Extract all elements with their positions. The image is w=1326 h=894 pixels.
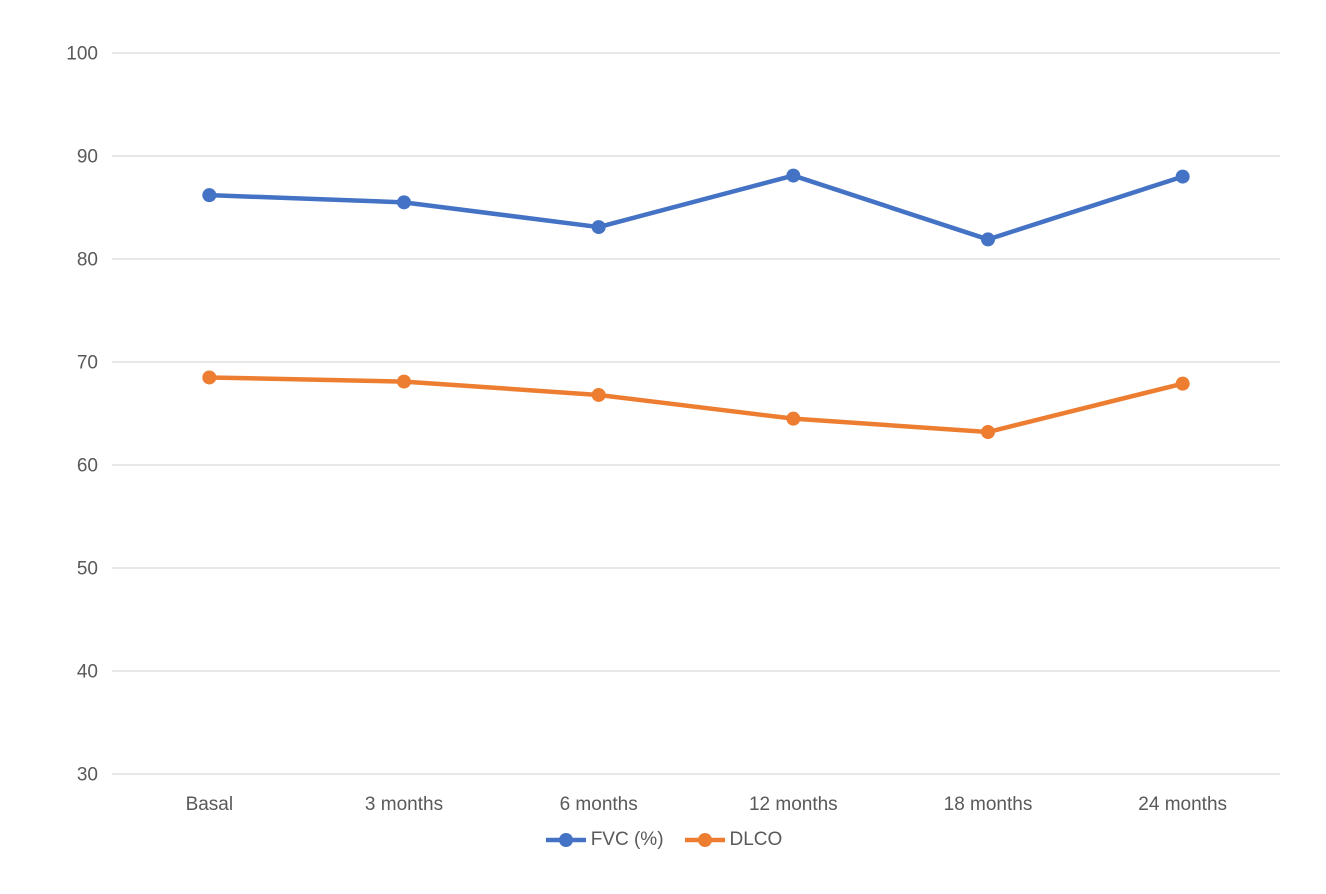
fvc-data-point-marker [202, 188, 217, 203]
x-axis-category-label: 12 months [749, 794, 838, 815]
x-axis-category-label: 24 months [1138, 794, 1227, 815]
x-axis-category-label: 6 months [560, 794, 638, 815]
fvc-data-point-marker [591, 220, 606, 235]
y-axis-tick-label: 40 [77, 662, 98, 683]
dlco-data-point-marker [1175, 376, 1190, 391]
y-axis-tick-label: 80 [77, 250, 98, 271]
fvc-data-point-marker [397, 195, 411, 210]
fvc-line [207, 173, 1185, 242]
y-axis-tick-label: 100 [66, 44, 98, 65]
dlco-data-point-marker [981, 425, 995, 440]
y-axis-tick-label: 90 [77, 147, 98, 168]
x-axis-category-label: 3 months [365, 794, 443, 815]
x-axis-category-label: Basal [186, 794, 234, 815]
y-axis-tick-label: 50 [77, 559, 98, 580]
fvc-data-point-marker [981, 232, 995, 247]
fvc-data-point-marker [1175, 169, 1190, 184]
dlco-data-point-marker [202, 370, 217, 385]
x-axis-category-label: 18 months [944, 794, 1033, 815]
dlco-data-point-marker [786, 411, 801, 426]
y-axis-tick-label: 70 [77, 353, 98, 374]
fvc-data-point-marker [786, 168, 801, 183]
y-axis-tick-label: 60 [77, 456, 98, 477]
dlco-data-point-marker [397, 374, 411, 389]
dlco-line [207, 375, 1185, 435]
y-axis-tick-label: 30 [77, 765, 98, 786]
dlco-data-point-marker [591, 387, 606, 402]
